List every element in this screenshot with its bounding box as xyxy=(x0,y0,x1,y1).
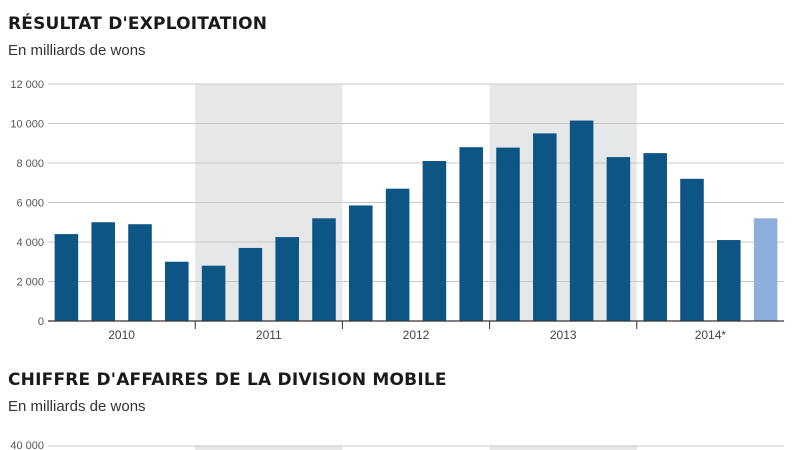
x-tick-label: 2014* xyxy=(695,328,727,342)
bar-2012-q4 xyxy=(459,147,483,321)
bar-2010-q1 xyxy=(54,234,79,321)
x-tick-label: 2010 xyxy=(108,328,135,342)
y-tick-label: 12 000 xyxy=(10,79,44,91)
x-tick-label: 2013 xyxy=(550,328,577,342)
x-tick-label: 2012 xyxy=(403,328,430,342)
bar-2014-q1 xyxy=(643,153,667,321)
y-tick-label: 4 000 xyxy=(16,237,44,249)
chart1-subtitle: En milliards de wons xyxy=(8,42,146,59)
bar-2011-q4 xyxy=(312,218,336,321)
bar-2014-q2 xyxy=(680,178,704,321)
bar-2011-q1 xyxy=(201,265,226,321)
bar-2014-q3 xyxy=(717,240,741,321)
y-tick-label: 0 xyxy=(38,316,44,328)
bar-2011-q2 xyxy=(238,247,263,321)
bar-2011-q3 xyxy=(275,237,299,321)
chart2-y-tick-label: 40 000 xyxy=(10,440,44,450)
bar-2010-q3 xyxy=(128,224,152,321)
bar-2013-q1 xyxy=(496,147,520,321)
y-tick-label: 6 000 xyxy=(16,198,44,210)
y-tick-label: 10 000 xyxy=(10,119,44,131)
bar-2012-q2 xyxy=(385,188,410,321)
bar-2010-q4 xyxy=(165,261,189,321)
bar-2012-q3 xyxy=(422,161,447,321)
bar-2013-q4 xyxy=(606,157,631,321)
chart1-title: RÉSULTAT D'EXPLOITATION xyxy=(8,14,268,34)
bar-2010-q2 xyxy=(91,222,115,321)
y-tick-label: 2 000 xyxy=(16,277,44,289)
chart2-year-band-2013 xyxy=(489,446,637,450)
bar-2013-q2 xyxy=(533,133,557,321)
bar-2012-q1 xyxy=(349,205,373,321)
bar-2013-q3 xyxy=(569,120,594,321)
chart2-year-band-2011 xyxy=(195,446,343,450)
y-tick-label: 8 000 xyxy=(16,158,44,170)
chart2-title: CHIFFRE D'AFFAIRES DE LA DIVISION MOBILE xyxy=(8,370,447,390)
bar-2014-q4 xyxy=(753,218,778,321)
chart2-subtitle: En milliards de wons xyxy=(8,398,146,415)
x-tick-label: 2011 xyxy=(256,328,282,342)
